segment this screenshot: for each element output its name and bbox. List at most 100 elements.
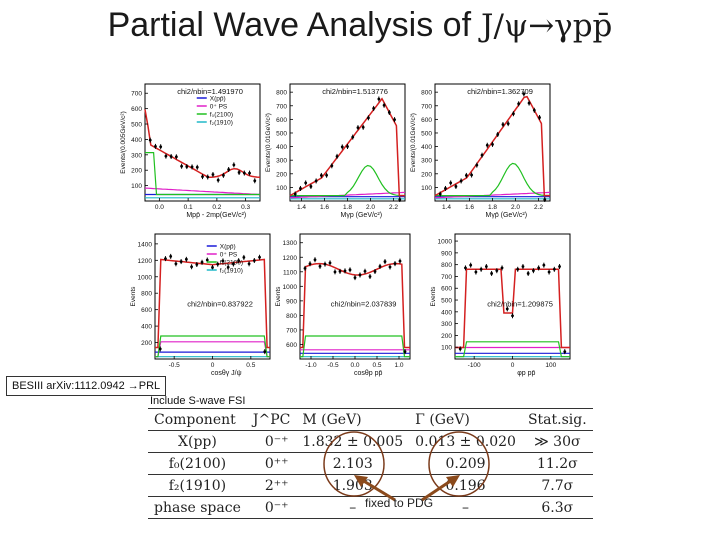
- component-f0-curve: [145, 152, 260, 196]
- total-fit-curve: [455, 268, 570, 349]
- data-point: [158, 347, 162, 351]
- data-point: [485, 143, 489, 147]
- data-point: [325, 173, 328, 177]
- fit-panel-5: chi2/nbin=2.037839 600 700 800 900 1000 1100 12…: [275, 233, 411, 377]
- data-point: [185, 165, 189, 168]
- y-tick-label: 1000: [438, 239, 453, 246]
- data-point: [338, 270, 342, 273]
- data-point: [474, 270, 478, 274]
- data-point: [542, 263, 546, 267]
- legend-label: f₂(1910): [210, 120, 233, 127]
- reference-badge: BESIII arXiv:1112.0942 →PRL: [6, 376, 167, 396]
- y-axis-label: Events: [430, 286, 437, 307]
- data-point: [174, 155, 178, 159]
- y-tick-label: 600: [131, 106, 142, 113]
- chi2-label: chi2/nbin=1.513776: [322, 87, 388, 96]
- y-axis-label: Events/(0.01GeV/c²): [410, 113, 417, 172]
- data-point: [558, 265, 561, 268]
- data-point: [248, 171, 251, 175]
- data-point: [200, 260, 204, 264]
- cell-jpc: 0⁻⁺: [264, 499, 289, 516]
- data-point: [308, 262, 312, 266]
- x-tick-label: 0.5: [246, 362, 255, 369]
- data-point: [532, 269, 535, 273]
- y-tick-label: 1200: [283, 255, 298, 262]
- data-point: [318, 264, 322, 268]
- x-tick-label: 1.4: [297, 204, 306, 211]
- data-point: [490, 272, 493, 275]
- cell-mass: –: [349, 499, 357, 516]
- cell-width: –: [462, 499, 470, 516]
- fixed-to-pdg-label: fixed to PDG: [365, 496, 434, 510]
- legend-label: X(pp̄): [220, 244, 236, 251]
- y-tick-label: 200: [131, 168, 142, 175]
- y-tick-label: 400: [421, 144, 432, 151]
- data-point: [358, 273, 362, 277]
- cell-jpc: 0⁺⁺: [264, 455, 289, 472]
- cell-component: f₂(1910): [168, 477, 227, 494]
- data-point: [403, 350, 407, 354]
- slide-title: Partial Wave Analysis of J/ψ→γpp̄: [0, 6, 720, 45]
- data-point: [353, 276, 357, 280]
- y-axis-label: Events/(0.005GeV/c²): [120, 111, 127, 174]
- y-tick-label: 900: [441, 250, 452, 257]
- data-point: [247, 262, 251, 266]
- x-tick-label: 2.0: [366, 204, 375, 211]
- component-ps-curve: [155, 341, 270, 358]
- cell-significance: ≫ 30σ: [534, 433, 581, 450]
- data-point: [180, 164, 183, 168]
- total-fit-curve: [434, 95, 550, 197]
- fit-plots-grid: chi2/nbin=1.491970 100 200 300 400 500 600 700 0…: [120, 83, 571, 377]
- data-point: [526, 272, 530, 275]
- y-tick-label: 300: [131, 152, 142, 159]
- y-tick-label: 400: [131, 137, 142, 144]
- chi2-label: chi2/nbin=2.037839: [331, 300, 397, 309]
- x-tick-label: 2.2: [389, 204, 398, 211]
- cell-jpc: 0⁻⁺: [264, 433, 289, 450]
- y-tick-label: 600: [421, 117, 432, 124]
- fit-panel-3: chi2/nbin=1.362709 100 200 300 400 500 600 700 8…: [410, 83, 551, 219]
- data-point: [552, 267, 556, 271]
- fit-panel-2: chi2/nbin=1.513776 100 200 300 400 500 600 700 8…: [265, 83, 406, 219]
- data-point: [190, 265, 193, 269]
- title-formula: J/ψ→γpp̄: [481, 8, 613, 44]
- panel-frame: [144, 83, 261, 202]
- x-tick-label: -1.0: [305, 362, 317, 369]
- x-tick-label: 0.0: [350, 362, 359, 369]
- y-tick-label: 400: [276, 144, 287, 151]
- data-point: [293, 192, 297, 196]
- data-point: [367, 116, 370, 120]
- legend-label: X(pp̄): [210, 96, 226, 103]
- component-f0-curve: [290, 164, 406, 197]
- x-tick-label: 2.2: [534, 204, 543, 211]
- fit-panel-4: chi2/nbin=0.837922 200 400 600 800 1000 1200 14…: [130, 233, 271, 377]
- panel-frame: [289, 83, 406, 202]
- component-ps-curve: [144, 187, 261, 196]
- data-point: [206, 175, 210, 179]
- y-tick-label: 400: [441, 309, 452, 316]
- x-tick-label: 0.5: [372, 362, 381, 369]
- data-point: [398, 259, 402, 263]
- component-ps-curve: [289, 191, 406, 199]
- total-fit-curve: [155, 258, 270, 349]
- y-tick-label: 100: [441, 345, 452, 352]
- panel-frame: [154, 233, 271, 360]
- data-point: [454, 185, 458, 188]
- data-point: [148, 138, 152, 142]
- total-fit-curve: [300, 262, 410, 349]
- x-tick-label: 1.6: [465, 204, 474, 211]
- data-point: [522, 92, 526, 96]
- cell-mass: 1.832 ± 0.005: [302, 433, 404, 450]
- table-row: f₀(2100) 0⁺⁺ 2.103 0.209 11.2σ: [148, 453, 593, 475]
- chi2-label: chi2/nbin=0.837922: [187, 300, 253, 309]
- legend-label: f₂(1910): [220, 268, 243, 275]
- y-tick-label: 200: [421, 171, 432, 178]
- cell-width: 0.196: [445, 477, 486, 494]
- data-point: [368, 275, 372, 278]
- data-point: [190, 165, 194, 169]
- chi2-label: chi2/nbin=1.491970: [177, 87, 243, 96]
- cell-mass: 2.103: [332, 455, 373, 472]
- data-point: [313, 258, 317, 262]
- x-tick-label: 1.8: [488, 204, 497, 211]
- y-tick-label: 1000: [138, 274, 153, 281]
